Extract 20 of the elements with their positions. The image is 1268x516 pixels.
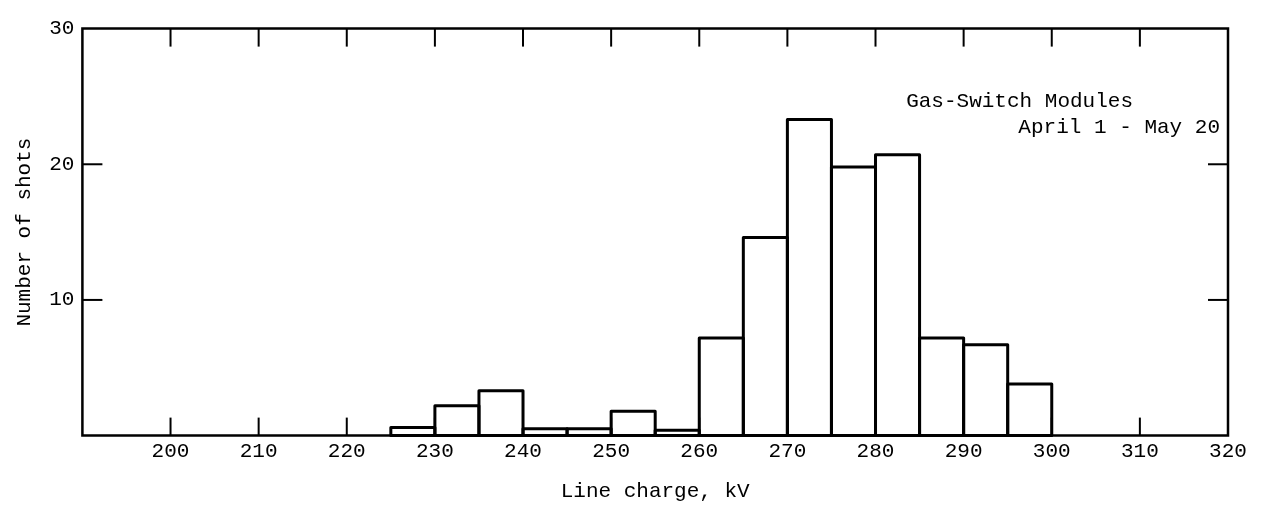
y-tick-label: 10 [49,288,75,312]
annotation: Gas-Switch Modules [906,89,1133,113]
x-tick-label: 270 [768,439,807,463]
y-tick-label: 20 [49,152,75,176]
x-tick-label: 260 [680,439,719,463]
x-tick-label: 290 [944,439,983,463]
x-tick-label: 320 [1209,439,1247,463]
x-axis-title: Line charge, kV [560,479,751,503]
x-tick-label: 300 [1032,439,1071,463]
x-tick-label: 200 [151,439,190,463]
x-tick-label: 310 [1120,439,1159,463]
x-tick-label: 210 [239,439,278,463]
y-tick-label: 30 [49,17,75,41]
y-axis-title: Number of shots [13,137,37,327]
x-tick-label: 250 [592,439,631,463]
x-tick-label: 240 [504,439,542,463]
x-tick-label: 220 [327,439,366,463]
x-tick-label: 230 [415,439,454,463]
annotation: April 1 - May 20 [1018,115,1220,139]
x-tick-label: 280 [856,439,895,463]
